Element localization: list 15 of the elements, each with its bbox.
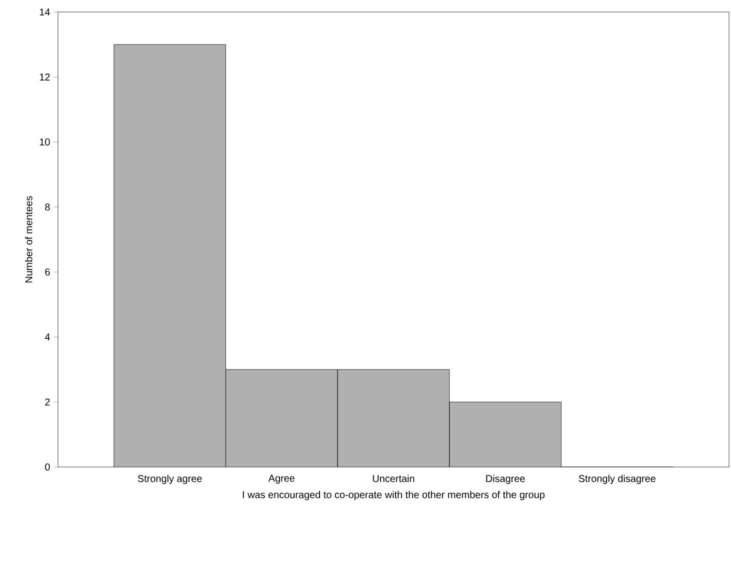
x-tick-label: Agree [268,474,295,484]
y-tick-label: 4 [44,334,50,340]
x-tick-label: Uncertain [372,474,414,482]
y-tick-label: 10 [40,138,50,146]
y-tick-label: 2 [45,398,50,406]
y-tick-label: 14 [40,8,50,16]
x-tick-label: Strongly agree [138,474,202,484]
y-tick-label: 6 [45,268,50,276]
x-axis-title: I was encouraged to co-operate with the other members of the group [242,490,545,500]
y-tick-label: 8 [45,203,50,211]
x-tick-label: Strongly disagree [578,474,656,484]
y-tick-label: 0 [45,463,50,471]
x-tick-label: Disagree [486,474,525,484]
y-axis-title: Number of mentees [24,196,32,282]
y-tick-label: 12 [40,74,50,80]
